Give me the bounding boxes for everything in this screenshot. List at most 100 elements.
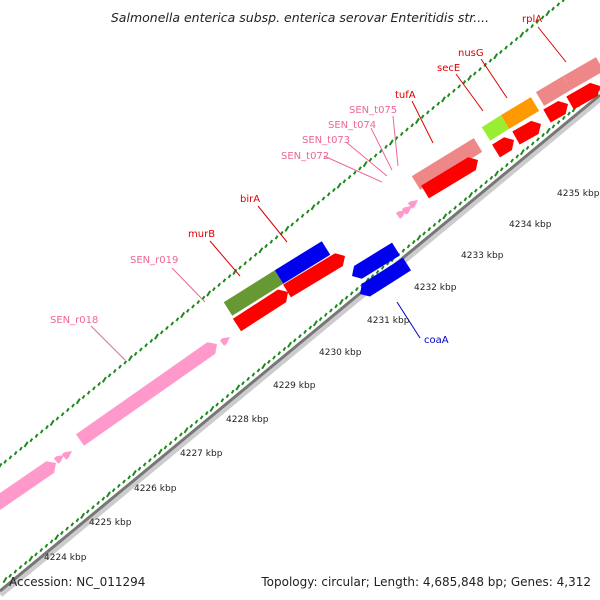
trna-feature-SEN_t074[interactable] — [407, 200, 418, 209]
gene-label-SEN_t074[interactable]: SEN_t074 — [328, 120, 376, 131]
feature-murB[interactable] — [223, 270, 284, 316]
tick-mark — [342, 179, 347, 184]
rrna-feature[interactable] — [0, 461, 56, 511]
rrna-feature-SEN_r018[interactable] — [75, 342, 217, 446]
tick-mark — [173, 436, 178, 441]
tick-mark — [71, 403, 75, 408]
trna-feature[interactable] — [61, 451, 72, 460]
tick-mark — [300, 213, 305, 218]
tick-mark — [34, 552, 38, 557]
tick-mark — [499, 167, 504, 172]
tick-mark — [91, 505, 95, 510]
cds-feature[interactable] — [283, 253, 345, 298]
cds-feature-reverse[interactable] — [360, 257, 412, 297]
feature-rplA[interactable] — [535, 76, 572, 106]
tick-mark — [380, 265, 385, 270]
map-title: Salmonella enterica subsp. enterica sero… — [110, 10, 490, 25]
tick-mark — [401, 248, 406, 253]
gene-label-secE[interactable]: secE — [437, 63, 460, 74]
gene-label-SEN_r018[interactable]: SEN_r018 — [50, 315, 98, 326]
tick-mark — [561, 115, 566, 121]
gene-label-birA[interactable]: birA — [240, 194, 260, 205]
trna-feature[interactable] — [53, 455, 64, 464]
trna-feature-SEN_t073[interactable] — [401, 206, 412, 215]
tick-mark — [312, 320, 318, 327]
tick-mark — [248, 256, 253, 262]
tick-mark — [406, 244, 411, 249]
gene-label-SEN_r019[interactable]: SEN_r019 — [130, 255, 178, 266]
label-leader-line — [257, 205, 288, 243]
tick-mark — [272, 355, 276, 360]
tick-mark — [535, 19, 540, 24]
gene-labels: SEN_r018 SEN_r019 murB birA SEN_t072 SEN_t073… — [50, 14, 567, 361]
tick-mark — [220, 398, 225, 403]
cds-feature-nusG[interactable] — [512, 120, 541, 145]
tick-mark — [191, 304, 195, 309]
tick-mark — [0, 462, 3, 468]
cds-feature[interactable] — [543, 100, 568, 123]
tick-mark — [86, 390, 91, 395]
kbp-tick-label: 4229 kbp — [273, 381, 316, 391]
tick-mark — [75, 517, 80, 523]
kbp-tick-label: 4231 kbp — [367, 316, 410, 326]
feature-birA[interactable] — [274, 241, 331, 284]
gene-label-murB[interactable]: murB — [188, 229, 215, 240]
tick-mark — [551, 124, 556, 129]
gene-label-SEN_t073[interactable]: SEN_t073 — [302, 135, 350, 146]
tick-mark — [101, 376, 107, 383]
tick-mark — [122, 479, 126, 484]
tick-mark — [170, 321, 175, 326]
tick-mark — [321, 196, 326, 201]
tick-mark — [431, 105, 435, 111]
tick-mark — [530, 23, 535, 29]
gene-label-SEN_t075[interactable]: SEN_t075 — [349, 105, 397, 116]
tick-mark — [175, 317, 180, 322]
tick-mark — [514, 36, 519, 42]
tick-mark — [453, 205, 457, 210]
tick-mark — [478, 67, 482, 72]
tick-mark — [75, 398, 81, 405]
label-leader-line — [209, 240, 241, 277]
genome-backbone — [0, 95, 600, 597]
gene-label-nusG[interactable]: nusG — [458, 48, 484, 59]
tick-mark — [489, 175, 494, 180]
tick-mark — [107, 373, 112, 378]
gene-label-coaA[interactable]: coaA — [424, 335, 449, 346]
tick-mark — [504, 45, 508, 50]
feature-tufA[interactable] — [411, 138, 483, 190]
tick-mark — [458, 201, 463, 206]
gene-label-tufA[interactable]: tufA — [395, 90, 416, 101]
feature-nusG[interactable] — [500, 97, 540, 129]
label-leader-line — [345, 141, 388, 177]
tick-mark — [425, 110, 430, 115]
trna-feature-SEN_r019[interactable] — [219, 337, 230, 346]
cds-feature-coaA[interactable] — [352, 242, 400, 279]
tick-mark — [23, 441, 29, 448]
feature-secE[interactable] — [481, 115, 510, 141]
tick-mark — [530, 141, 535, 146]
gene-label-SEN_t072[interactable]: SEN_t072 — [281, 151, 329, 162]
tick-mark — [368, 157, 373, 162]
tick-mark — [60, 412, 65, 417]
cds-feature[interactable] — [566, 82, 600, 110]
tick-mark — [261, 362, 267, 370]
tick-mark — [344, 295, 349, 300]
tick-mark — [258, 247, 264, 254]
feature-rplK[interactable] — [563, 57, 600, 90]
cds-feature[interactable] — [232, 289, 288, 332]
tick-mark — [13, 450, 18, 456]
tick-mark — [303, 329, 307, 334]
tick-mark — [505, 162, 509, 168]
trna-feature-SEN_t072[interactable] — [395, 210, 406, 219]
gene-label-rplA[interactable]: rplA — [522, 14, 542, 25]
tick-mark — [65, 407, 70, 413]
cds-feature-tufA[interactable] — [421, 157, 478, 199]
cds-feature-secE[interactable] — [492, 137, 514, 158]
tick-mark — [269, 239, 274, 244]
label-leader-line — [411, 100, 434, 144]
tick-mark — [519, 149, 525, 156]
tick-mark — [39, 429, 44, 434]
label-leader-line — [455, 73, 484, 112]
tick-mark — [206, 290, 212, 297]
